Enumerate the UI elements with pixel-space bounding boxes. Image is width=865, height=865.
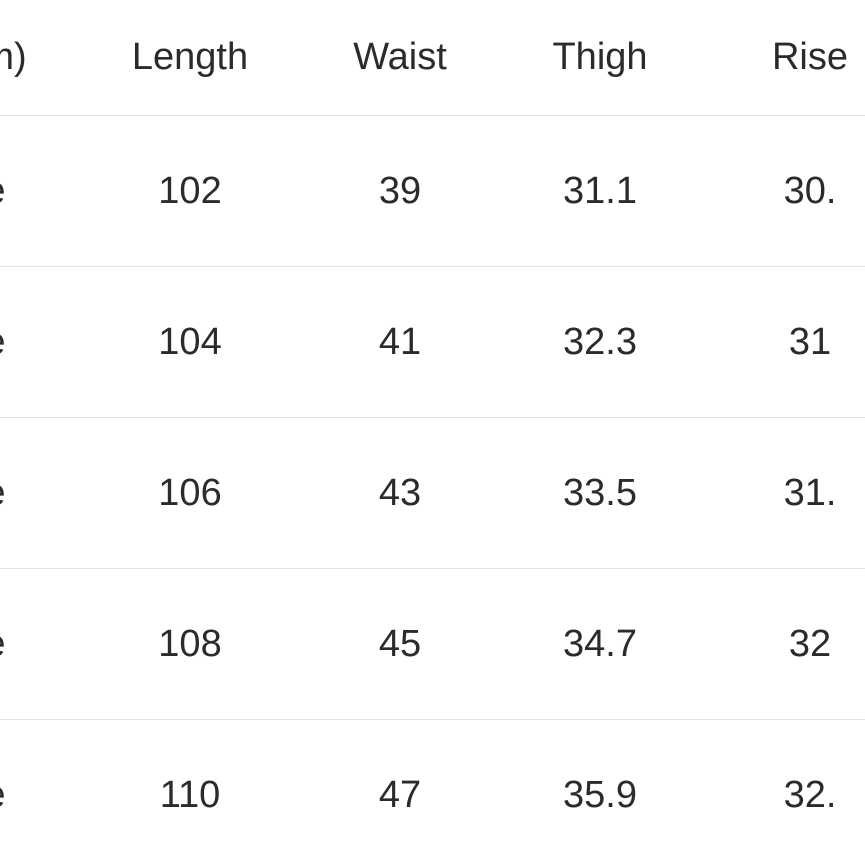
cell-length: 104 xyxy=(80,267,300,418)
cell-size: e xyxy=(0,267,80,418)
table-row: e 110 47 35.9 32. xyxy=(0,720,865,865)
cell-thigh: 32.3 xyxy=(500,267,700,418)
cell-thigh: 33.5 xyxy=(500,418,700,569)
table-row: e 106 43 33.5 31. xyxy=(0,418,865,569)
cell-waist: 47 xyxy=(300,720,500,865)
table-row: e 104 41 32.3 31 xyxy=(0,267,865,418)
cell-length: 110 xyxy=(80,720,300,865)
cell-waist: 43 xyxy=(300,418,500,569)
col-header-size: cm) xyxy=(0,0,80,116)
cell-size: e xyxy=(0,720,80,865)
cell-thigh: 35.9 xyxy=(500,720,700,865)
cell-waist: 41 xyxy=(300,267,500,418)
size-chart-table: cm) Length Waist Thigh Rise e 102 39 31.… xyxy=(0,0,865,865)
table-header-row: cm) Length Waist Thigh Rise xyxy=(0,0,865,116)
table-body: e 102 39 31.1 30. e 104 41 32.3 31 e 106… xyxy=(0,116,865,865)
cell-rise: 31. xyxy=(700,418,865,569)
col-header-length: Length xyxy=(80,0,300,116)
table-row: e 102 39 31.1 30. xyxy=(0,116,865,267)
cell-thigh: 31.1 xyxy=(500,116,700,267)
cell-size: e xyxy=(0,418,80,569)
cell-rise: 32. xyxy=(700,720,865,865)
cell-size: e xyxy=(0,116,80,267)
table-row: e 108 45 34.7 32 xyxy=(0,569,865,720)
cell-rise: 31 xyxy=(700,267,865,418)
cell-rise: 32 xyxy=(700,569,865,720)
col-header-waist: Waist xyxy=(300,0,500,116)
cell-rise: 30. xyxy=(700,116,865,267)
cell-size: e xyxy=(0,569,80,720)
cell-length: 108 xyxy=(80,569,300,720)
table-header: cm) Length Waist Thigh Rise xyxy=(0,0,865,116)
col-header-rise: Rise xyxy=(700,0,865,116)
cell-waist: 45 xyxy=(300,569,500,720)
size-chart-viewport: cm) Length Waist Thigh Rise e 102 39 31.… xyxy=(0,0,865,865)
cell-length: 102 xyxy=(80,116,300,267)
cell-thigh: 34.7 xyxy=(500,569,700,720)
cell-waist: 39 xyxy=(300,116,500,267)
col-header-thigh: Thigh xyxy=(500,0,700,116)
cell-length: 106 xyxy=(80,418,300,569)
